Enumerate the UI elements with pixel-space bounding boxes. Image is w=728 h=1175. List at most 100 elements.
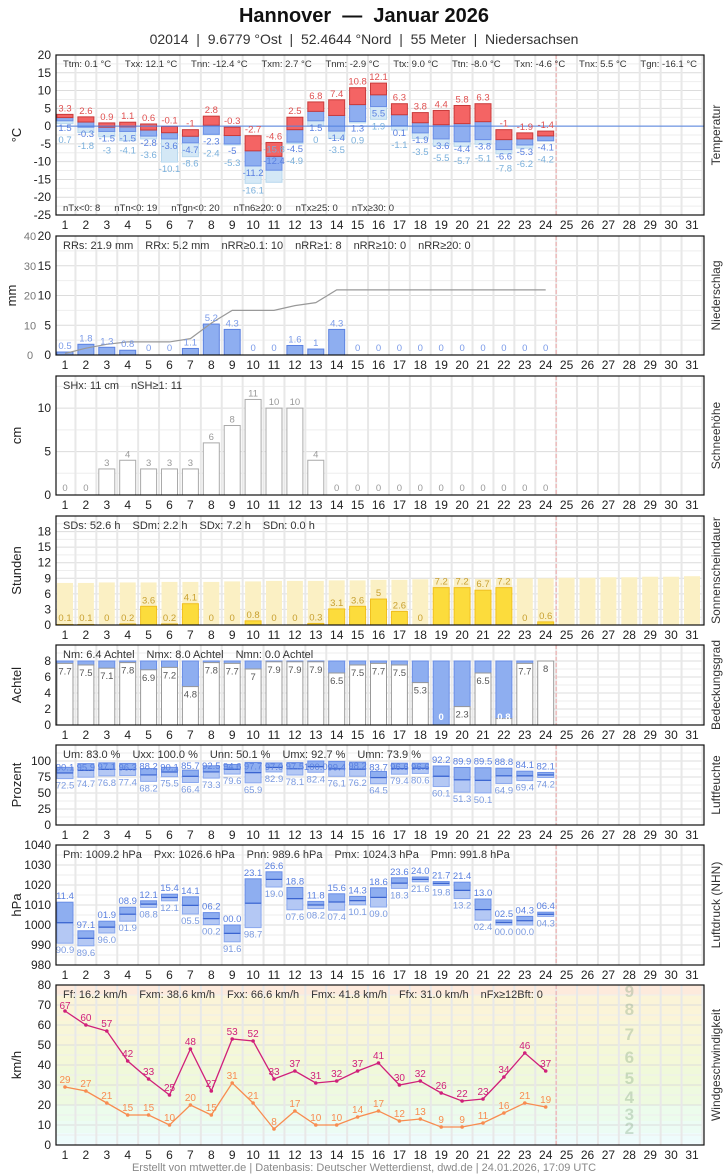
max-label: 21.7 bbox=[432, 871, 451, 882]
x-tick-label: 28 bbox=[623, 728, 637, 742]
precip-label: 0 bbox=[480, 343, 485, 354]
x-tick-label: 7 bbox=[187, 218, 194, 232]
x-tick-label: 8 bbox=[208, 498, 215, 512]
x-tick-label: 12 bbox=[288, 628, 302, 642]
sunshine-label: 0.2 bbox=[121, 613, 134, 624]
max-label: 23.1 bbox=[244, 868, 263, 879]
x-tick-label: 29 bbox=[644, 828, 658, 842]
max-label: 02.5 bbox=[495, 909, 514, 920]
gust-label: 37 bbox=[289, 1059, 301, 1070]
panel-marks: 0.5 1.8 1.3 0.8 0 0 1.1 5.2 4.3 0 0 1.6 1 4.3 0 0 0 0 0 0 0 0… bbox=[56, 289, 548, 356]
x-tick-label: 12 bbox=[288, 968, 302, 982]
gust-label: 23 bbox=[477, 1087, 489, 1098]
x-tick-label: 29 bbox=[644, 498, 658, 512]
panel-frame bbox=[55, 844, 705, 966]
mean-wind-label: 17 bbox=[373, 1099, 385, 1110]
min-temp-bar bbox=[244, 150, 262, 167]
x-tick-label: 22 bbox=[497, 218, 511, 232]
beaufort-number: 8 bbox=[625, 1000, 634, 1019]
x-tick-label: 11 bbox=[268, 968, 281, 982]
possible-sunshine-bar bbox=[266, 580, 282, 625]
min-label: 66.4 bbox=[181, 785, 200, 796]
min-temp-bar bbox=[307, 110, 325, 122]
range-lower-bar bbox=[56, 772, 74, 780]
mean-wind-point bbox=[293, 1109, 297, 1113]
min-label: 18.3 bbox=[390, 890, 409, 901]
stat-text: Ff: 16.2 km/h bbox=[63, 989, 127, 1001]
max-label: 99.4 bbox=[327, 762, 346, 773]
x-tick-label: 4 bbox=[124, 628, 131, 642]
stat-text: Unn: 50.1 % bbox=[210, 749, 271, 761]
beaufort-band bbox=[56, 1143, 704, 1145]
max-label: 11.8 bbox=[307, 890, 325, 901]
gust-point bbox=[439, 1091, 444, 1095]
gust-label: 27 bbox=[206, 1079, 218, 1090]
x-tick-label: 6 bbox=[166, 1148, 173, 1162]
max-label: 97.5 bbox=[286, 762, 305, 773]
precip-label: 0 bbox=[250, 343, 255, 354]
x-tick-label: 22 bbox=[497, 1148, 511, 1162]
cloud-label: 7.9 bbox=[288, 665, 301, 676]
min-temp-label: 1.5 bbox=[58, 123, 71, 134]
possible-sunshine-bar bbox=[307, 580, 324, 625]
max-label: 92.5 bbox=[202, 761, 221, 772]
stats-row: Pm: 1009.2 hPa Pxx: 1026.6 hPa Pnn: 989.6 … bbox=[63, 849, 511, 861]
x-tick-label: 27 bbox=[602, 828, 616, 842]
x-tick-label: 23 bbox=[518, 218, 532, 232]
sunshine-label: 0.3 bbox=[309, 612, 322, 623]
min-temp-label: -12.4 bbox=[263, 156, 285, 167]
range-lower-bar bbox=[453, 889, 471, 900]
x-tick-label: 7 bbox=[187, 498, 194, 512]
snow-label: 8 bbox=[230, 415, 235, 426]
mean-wind-point bbox=[272, 1127, 276, 1131]
x-tick-label: 23 bbox=[518, 968, 532, 982]
mean-wind-label: 29 bbox=[59, 1075, 71, 1086]
stat-text: SDm: 2.2 h bbox=[132, 520, 187, 532]
ground-min-label: -4.2 bbox=[538, 155, 554, 166]
cumulative-precip-line bbox=[64, 289, 546, 355]
x-tick-label: 16 bbox=[372, 628, 386, 642]
x-tick-label: 15 bbox=[351, 218, 365, 232]
beaufort-band bbox=[56, 1121, 704, 1133]
range-lower-bar bbox=[56, 922, 74, 944]
mean-wind-label: 11 bbox=[478, 1111, 489, 1122]
x-tick-label: 11 bbox=[268, 628, 281, 642]
min-temp-label: 0.1 bbox=[393, 128, 406, 139]
x-tick-label: 26 bbox=[581, 968, 595, 982]
snow-bar bbox=[244, 398, 262, 496]
possible-sunshine-bar bbox=[98, 582, 115, 625]
x-tick-label: 2 bbox=[83, 498, 90, 512]
precip-label: 1 bbox=[313, 338, 318, 349]
ground-min-label: -1.8 bbox=[78, 141, 94, 152]
range-upper-bar bbox=[516, 915, 534, 922]
x-tick-label: 18 bbox=[414, 968, 428, 982]
max-temp-bar bbox=[516, 132, 534, 140]
gust-label: 25 bbox=[164, 1083, 176, 1094]
x-tick-label: 21 bbox=[476, 968, 490, 982]
max-temp-label: -1 bbox=[186, 119, 194, 130]
max-label: 94.6 bbox=[223, 761, 242, 772]
max-temp-label: 5.8 bbox=[455, 94, 468, 105]
sunshine-label: 0.1 bbox=[58, 613, 71, 624]
x-tick-label: 30 bbox=[664, 628, 678, 642]
x-tick-label: 18 bbox=[414, 218, 428, 232]
x-tick-label: 26 bbox=[581, 1148, 595, 1162]
ground-min-label: -10.1 bbox=[159, 164, 181, 175]
max-label: 23.6 bbox=[390, 867, 409, 878]
snow-label: 0 bbox=[397, 483, 402, 494]
min-label: 05.5 bbox=[181, 916, 200, 927]
mean-wind-label: 14 bbox=[352, 1105, 364, 1116]
mean-wind-label: 19 bbox=[540, 1095, 552, 1106]
stat-text: Fxx: 66.6 km/h bbox=[227, 989, 299, 1001]
cloud-label: 4.8 bbox=[184, 690, 197, 701]
x-tick-label: 25 bbox=[560, 218, 574, 232]
max-label: 18.6 bbox=[369, 877, 388, 888]
range-lower-bar bbox=[265, 878, 283, 888]
panel-title: Luftdruck (NHN) bbox=[709, 862, 723, 949]
max-label: 96.6 bbox=[411, 762, 430, 773]
panel-frame bbox=[55, 375, 705, 496]
x-tick-label: 14 bbox=[330, 828, 344, 842]
range-upper-bar bbox=[349, 895, 367, 902]
range-lower-bar bbox=[474, 909, 492, 921]
mean-wind-point bbox=[167, 1123, 172, 1127]
